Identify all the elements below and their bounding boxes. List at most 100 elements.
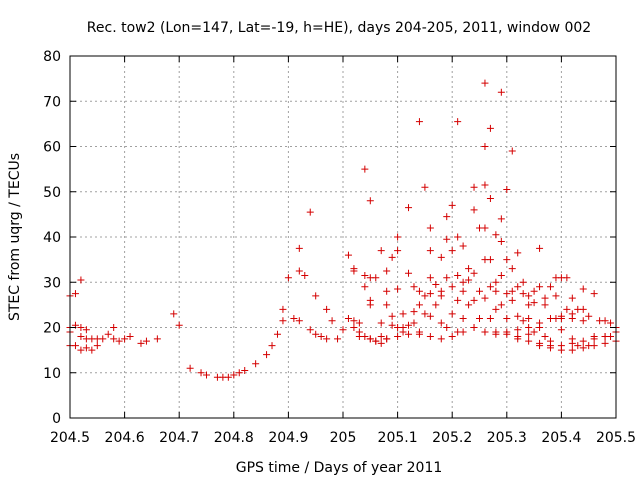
data-point	[557, 312, 565, 320]
data-point	[126, 333, 134, 341]
data-point	[525, 301, 533, 309]
data-point	[514, 312, 522, 320]
data-point	[470, 324, 478, 331]
data-point	[503, 314, 511, 322]
data-point	[443, 324, 451, 331]
data-point	[410, 319, 418, 327]
data-point	[541, 294, 549, 302]
data-point	[514, 326, 522, 334]
data-point	[448, 310, 456, 318]
data-point	[279, 305, 287, 313]
data-point	[410, 308, 418, 316]
data-point	[377, 333, 385, 341]
data-point	[366, 335, 374, 343]
data-point	[459, 314, 467, 322]
data-point	[77, 276, 85, 284]
data-point	[514, 283, 522, 291]
data-point	[503, 256, 511, 264]
data-point	[481, 181, 489, 189]
data-point	[339, 326, 347, 334]
data-point	[235, 369, 243, 377]
data-point	[579, 317, 587, 325]
data-point	[536, 244, 544, 252]
data-point	[104, 330, 112, 338]
data-point	[383, 267, 391, 275]
data-point	[486, 195, 494, 203]
data-point	[486, 314, 494, 322]
data-point	[383, 335, 391, 343]
data-point	[186, 364, 194, 372]
data-point	[99, 335, 107, 343]
data-point	[268, 342, 276, 350]
data-point	[579, 285, 587, 293]
data-point	[290, 314, 298, 322]
data-point	[355, 319, 363, 327]
data-point	[497, 271, 505, 279]
data-point	[557, 342, 565, 350]
data-point	[295, 244, 303, 252]
data-point	[437, 319, 445, 327]
y-tick-label: 10	[43, 366, 61, 382]
data-point	[525, 324, 533, 331]
data-point	[585, 312, 593, 320]
data-point	[476, 287, 483, 295]
data-point	[437, 253, 445, 261]
data-point	[459, 278, 467, 286]
data-point	[383, 287, 391, 295]
data-point	[448, 333, 456, 341]
data-point	[568, 346, 576, 354]
x-tick-label: 204.6	[105, 430, 145, 446]
data-point	[465, 276, 473, 284]
data-point	[426, 247, 434, 255]
data-point	[481, 79, 489, 87]
y-tick-label: 40	[43, 230, 61, 246]
data-point	[448, 247, 456, 255]
data-point	[454, 118, 462, 126]
x-tick-label: 205.1	[378, 430, 418, 446]
data-point	[361, 333, 369, 341]
data-point	[568, 294, 576, 302]
data-point	[284, 274, 292, 282]
data-point	[465, 301, 473, 309]
y-tick-label: 20	[43, 321, 61, 337]
data-point	[497, 215, 505, 223]
data-point	[536, 339, 544, 347]
data-point	[372, 274, 380, 282]
data-point	[530, 328, 538, 336]
data-point	[508, 287, 516, 295]
data-point	[541, 333, 549, 341]
data-point	[437, 287, 445, 295]
data-point	[306, 208, 314, 216]
data-point	[568, 339, 576, 347]
data-point	[361, 271, 369, 279]
data-point	[486, 124, 494, 132]
data-point	[601, 333, 609, 341]
data-point	[312, 292, 320, 300]
data-point	[203, 371, 210, 379]
data-point	[110, 324, 118, 331]
data-point	[563, 305, 571, 313]
y-tick-label: 30	[43, 275, 61, 291]
y-tick-label: 80	[43, 49, 61, 65]
data-point	[121, 335, 129, 343]
data-point	[443, 235, 451, 243]
data-point	[579, 337, 587, 345]
data-point	[110, 335, 118, 343]
data-point	[459, 287, 467, 295]
data-point	[443, 274, 451, 282]
data-point	[88, 346, 96, 354]
data-point	[426, 274, 434, 282]
data-point	[497, 301, 505, 309]
data-point	[437, 335, 445, 343]
data-point	[470, 269, 478, 277]
data-point	[388, 321, 396, 329]
data-point	[481, 294, 489, 302]
x-tick-label: 205	[330, 430, 357, 446]
data-point	[492, 231, 500, 239]
data-point	[328, 317, 336, 325]
y-tick-label: 60	[43, 140, 61, 156]
data-point	[557, 326, 565, 334]
data-point	[361, 165, 369, 173]
data-point	[519, 278, 527, 286]
data-point	[306, 326, 314, 334]
